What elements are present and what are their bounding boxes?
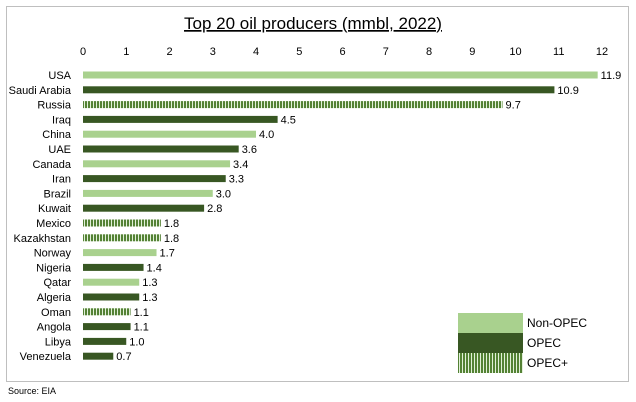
category-label: Kuwait [38, 203, 71, 215]
data-label: 3.6 [242, 144, 257, 156]
data-label: 3.4 [233, 159, 248, 171]
bar [83, 278, 140, 286]
category-label: Venezuela [20, 351, 72, 363]
bar [83, 337, 127, 345]
bar [83, 249, 157, 257]
legend-label: OPEC [527, 336, 561, 350]
bar [83, 145, 239, 153]
bar [83, 352, 114, 360]
x-tick-label: 5 [296, 46, 302, 58]
bar [83, 308, 131, 316]
data-labels: 11.9 10.9 9.7 4.5 4.03.6 3.4 3.3 3.0 2.8 1.8 1.8 1.… [116, 70, 621, 363]
category-label: Mexico [36, 218, 71, 230]
legend-swatch [458, 353, 523, 373]
category-label: Iraq [52, 114, 71, 126]
x-tick-label: 7 [383, 46, 389, 58]
data-label: 11.9 [601, 70, 622, 82]
data-label: 4.0 [259, 129, 274, 141]
data-label: 1.8 [164, 233, 179, 245]
category-label: Libya [45, 336, 72, 348]
data-label: 3.0 [216, 188, 231, 200]
chart-title: Top 20 oil producers (mmbl, 2022) [184, 14, 442, 33]
x-tick-label: 6 [339, 46, 345, 58]
x-tick-label: 12 [596, 46, 608, 58]
bar [83, 204, 205, 212]
category-label: Algeria [37, 292, 72, 304]
category-label: Brazil [43, 188, 71, 200]
category-label: Iran [52, 174, 71, 186]
bar [83, 101, 503, 109]
category-label: Russia [37, 100, 72, 112]
data-label: 1.0 [129, 336, 144, 348]
x-tick-label: 3 [210, 46, 216, 58]
bar [83, 175, 226, 183]
data-label: 1.3 [142, 292, 157, 304]
category-label: Oman [41, 307, 71, 319]
category-label: Angola [37, 322, 72, 334]
category-label: Saudi Arabia [9, 85, 72, 97]
bar [83, 160, 231, 168]
source-note: Source: EIA [8, 386, 57, 396]
category-label: UAE [48, 144, 71, 156]
data-label: 3.3 [229, 174, 244, 186]
data-label: 1.3 [142, 277, 157, 289]
data-label: 1.7 [160, 248, 175, 260]
bar [83, 263, 144, 271]
bar [83, 323, 131, 331]
category-label: Nigeria [36, 262, 72, 274]
category-label: Qatar [43, 277, 71, 289]
x-tick-label: 2 [166, 46, 172, 58]
data-label: 10.9 [557, 85, 578, 97]
category-label: China [42, 129, 72, 141]
data-label: 2.8 [207, 203, 222, 215]
x-tick-label: 0 [80, 46, 86, 58]
bar [83, 189, 213, 197]
data-label: 1.1 [134, 307, 149, 319]
x-tick-label: 1 [123, 46, 129, 58]
x-tick-label: 8 [426, 46, 432, 58]
category-label: Kazakhstan [14, 233, 71, 245]
category-label: Canada [32, 159, 71, 171]
category-label: Norway [34, 248, 72, 260]
legend-swatch [458, 313, 523, 333]
bar [83, 130, 256, 138]
x-tick-label: 4 [253, 46, 259, 58]
x-axis-ticks: 0 1 2 3 4 5 6 7 8 9 10 11 12 [80, 46, 608, 58]
data-label: 4.5 [281, 114, 296, 126]
bar [83, 115, 278, 123]
legend-label: Non-OPEC [527, 316, 587, 330]
x-tick-label: 10 [509, 46, 521, 58]
bar [83, 293, 140, 301]
bars [83, 71, 598, 360]
category-labels: USA Saudi Arabia Russia Iraq China UAE Canada I… [9, 70, 72, 363]
x-tick-label: 11 [553, 46, 564, 58]
data-label: 1.8 [164, 218, 179, 230]
legend: Non-OPEC OPEC OPEC+ [457, 313, 620, 375]
data-label: 1.1 [134, 322, 149, 334]
legend-swatch [458, 333, 523, 353]
data-label: 9.7 [506, 100, 521, 112]
bar [83, 219, 161, 227]
category-label: USA [48, 70, 71, 82]
legend-label: OPEC+ [527, 356, 568, 370]
data-label: 1.4 [147, 262, 162, 274]
bar [83, 86, 555, 94]
x-tick-label: 9 [469, 46, 475, 58]
data-label: 0.7 [116, 351, 131, 363]
bar [83, 71, 598, 79]
bar [83, 234, 161, 242]
